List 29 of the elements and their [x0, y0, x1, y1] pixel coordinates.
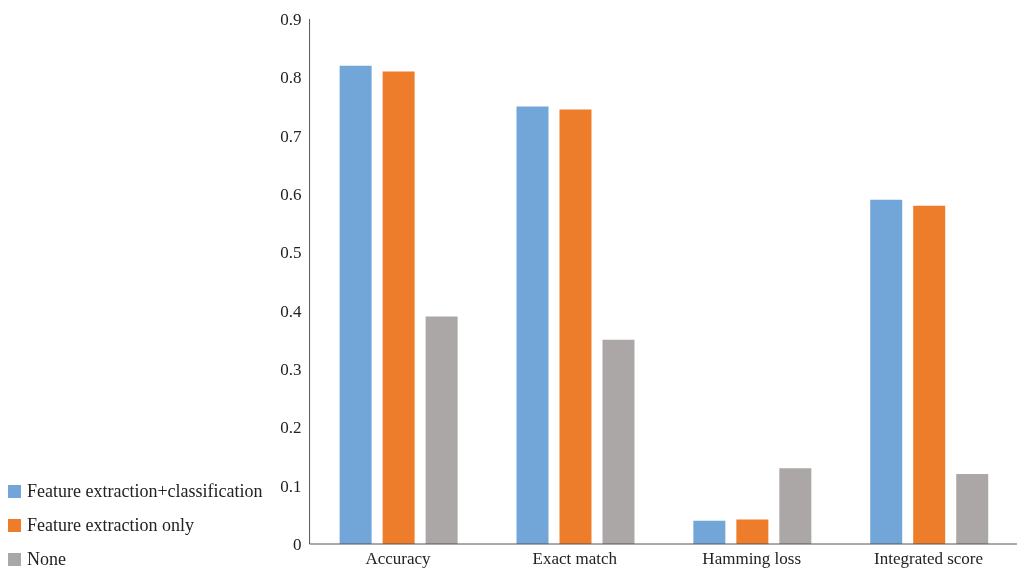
x-tick-label: Hamming loss: [702, 549, 802, 569]
y-tick-label: 0.7: [280, 126, 303, 146]
bar: [516, 106, 549, 544]
y-tick-label: 0.1: [280, 476, 302, 496]
y-tick-label: 0.9: [280, 10, 302, 30]
bar: [779, 468, 812, 544]
y-tick-label: 0: [293, 535, 302, 555]
y-tick-label: 0.5: [280, 243, 302, 263]
y-tick-label: 0.2: [280, 418, 302, 438]
y-tick-label: 0.3: [280, 360, 302, 380]
y-tick-label: 0.6: [280, 185, 302, 205]
y-tick-label: 0.8: [280, 68, 302, 88]
bar: [382, 71, 415, 544]
bar: [693, 520, 726, 544]
x-tick-label: Accuracy: [365, 549, 432, 569]
bar: [339, 65, 372, 544]
bar: [736, 519, 769, 544]
bar: [559, 109, 592, 544]
bar: [602, 339, 635, 544]
x-tick-label: Integrated score: [874, 549, 984, 569]
bar: [425, 316, 458, 544]
bar: [956, 474, 989, 544]
legend-label: Feature extraction only: [27, 514, 194, 536]
bar: [913, 205, 946, 544]
legend-label: None: [27, 548, 66, 570]
y-tick-label: 0.4: [280, 301, 303, 321]
bar: [870, 199, 903, 544]
x-tick-label: Exact match: [532, 549, 618, 569]
legend-label: Feature extraction+classification: [27, 480, 263, 502]
